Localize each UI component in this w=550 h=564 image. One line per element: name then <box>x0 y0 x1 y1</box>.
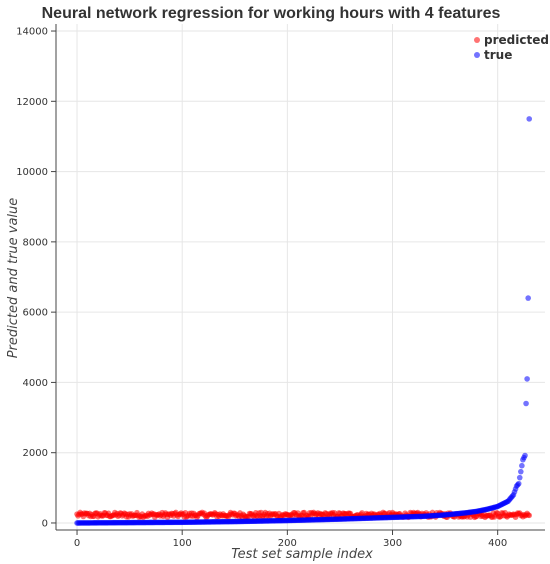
true-point <box>522 452 528 459</box>
true-series <box>74 116 533 526</box>
chart-title: Neural network regression for working ho… <box>42 5 501 22</box>
y-axis-label: Predicted and true value <box>6 198 21 359</box>
ticks: 0 100 200 300 400020004000600080001000012000… <box>16 27 507 549</box>
true-point <box>518 468 524 475</box>
y-tick-label: 14000 <box>16 27 48 38</box>
true-point <box>519 462 525 469</box>
x-tick-label: 0 <box>74 538 80 549</box>
x-tick-label: 100 <box>173 538 192 549</box>
y-tick-label: 12000 <box>16 97 48 108</box>
true-point <box>525 295 531 301</box>
true-point <box>526 116 533 122</box>
y-tick-label: 8000 <box>23 237 48 248</box>
y-tick-label: 6000 <box>23 308 48 319</box>
legend: predicted true <box>474 33 549 62</box>
x-tick-label: 400 <box>488 538 507 549</box>
y-tick-label: 4000 <box>23 378 48 389</box>
y-tick-label: 2000 <box>23 448 48 459</box>
x-tick-label: 200 <box>278 538 297 549</box>
true-point <box>524 376 530 382</box>
predicted-point <box>526 512 533 519</box>
legend-marker-predicted <box>474 37 480 43</box>
legend-label-true: true <box>484 48 512 62</box>
true-point <box>515 480 522 487</box>
y-tick-label: 10000 <box>16 167 48 178</box>
true-point <box>516 474 523 481</box>
legend-marker-true <box>474 52 480 58</box>
y-tick-label: 0 <box>42 518 48 529</box>
true-point <box>523 400 529 407</box>
x-tick-label: 300 <box>383 538 402 549</box>
legend-label-predicted: predicted <box>484 33 549 47</box>
x-axis-label: Test set sample index <box>231 547 373 562</box>
axes <box>55 24 545 531</box>
